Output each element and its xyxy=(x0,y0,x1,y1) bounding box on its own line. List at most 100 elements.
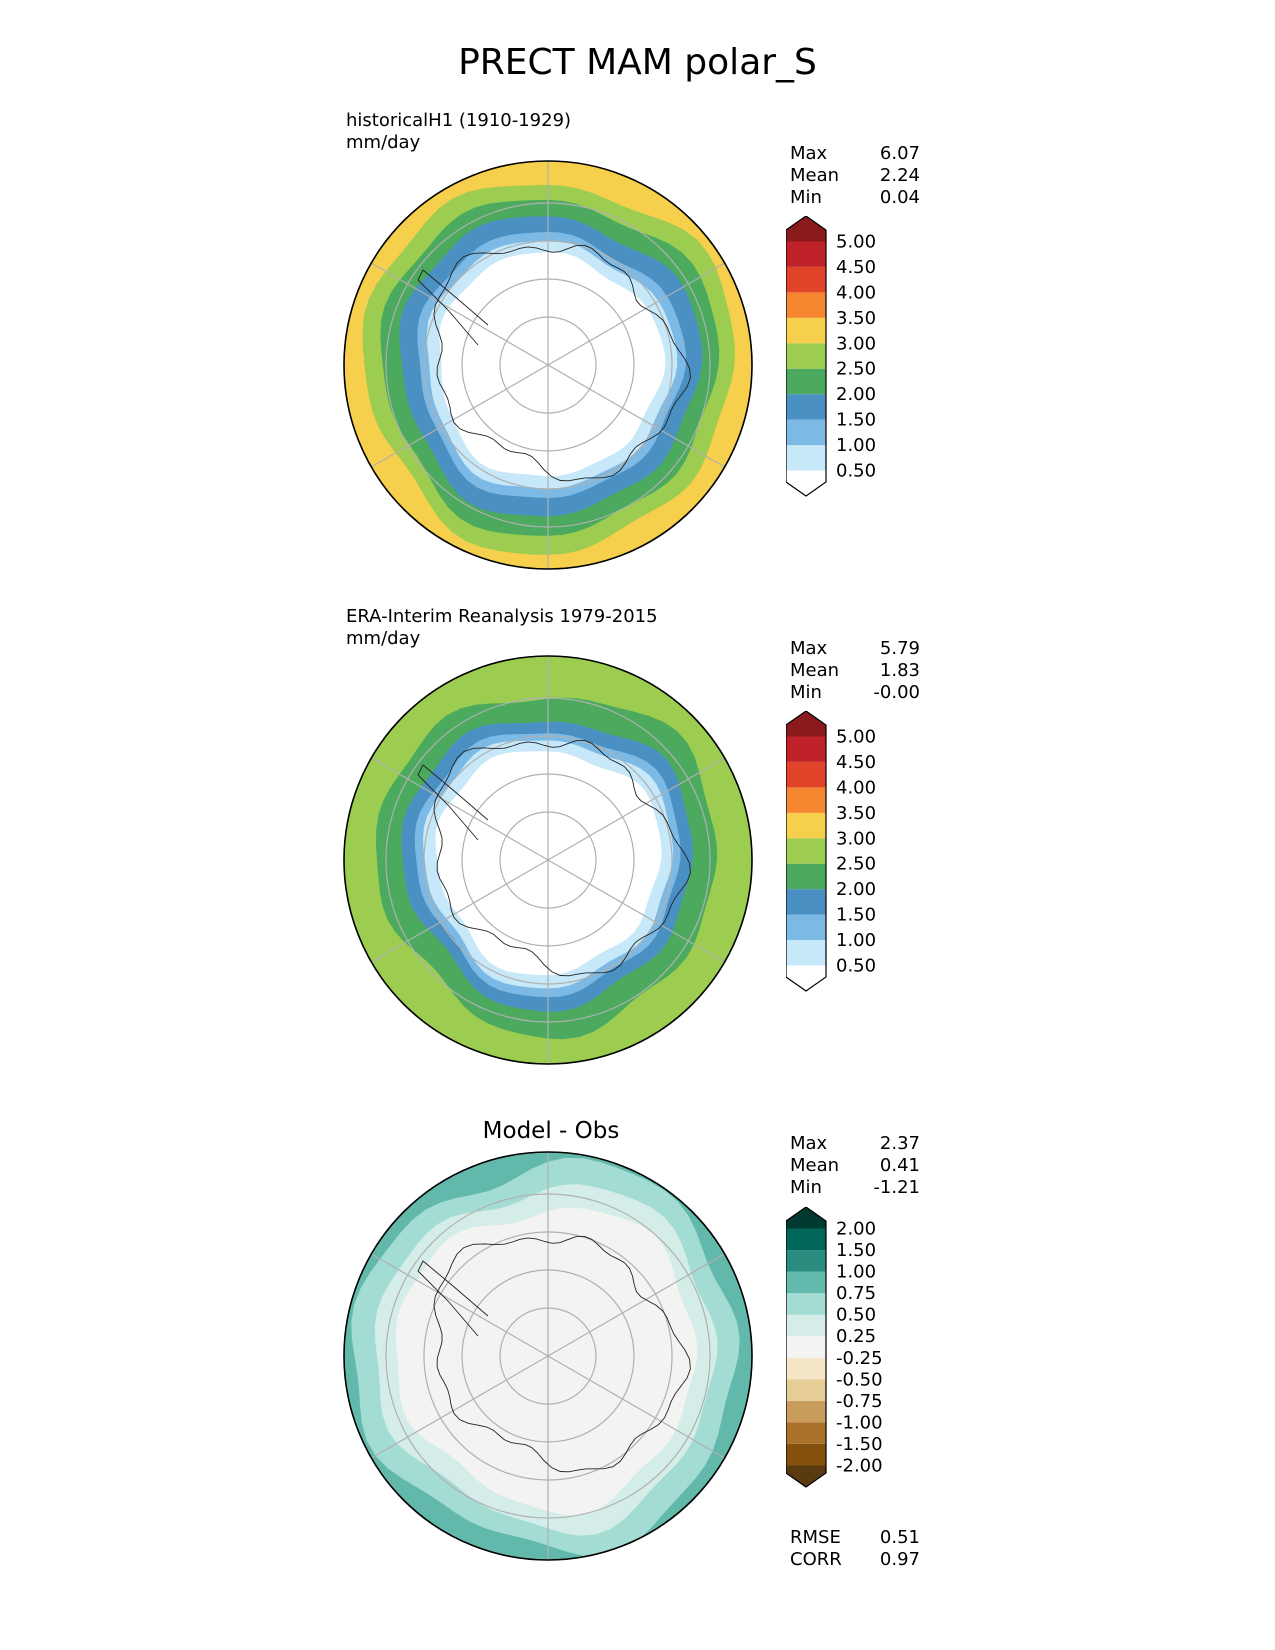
colorbar3-outline xyxy=(786,1207,827,1488)
colorbar3-segment xyxy=(786,1465,826,1487)
colorbar3-segment xyxy=(786,1314,826,1337)
colorbar1-tick-label: 4.00 xyxy=(836,282,876,303)
colorbar1-tick-label: 0.50 xyxy=(836,461,876,482)
panel1-title-line1: historicalH1 (1910-1929) xyxy=(346,110,572,131)
panel3-title: Model - Obs xyxy=(482,1118,620,1144)
colorbar1-tick-label: 1.00 xyxy=(836,435,876,456)
panel3-mean-label: Mean xyxy=(790,1155,840,1176)
colorbar3-segment xyxy=(786,1228,826,1251)
panel1-mean-label: Mean xyxy=(790,165,840,186)
panel3-min-label: Min xyxy=(790,1177,822,1198)
corr-label: CORR xyxy=(790,1549,842,1570)
map2-coastline xyxy=(433,739,691,977)
colorbar2-segment xyxy=(786,838,826,864)
map3-coastline xyxy=(433,1235,691,1473)
colorbar1-tick-label: 4.50 xyxy=(836,257,876,278)
map1-peninsula-coastline xyxy=(417,269,489,346)
map1-meridian xyxy=(547,262,725,366)
panel2-stats: Max 5.79 Mean 1.83 Min -0.00 xyxy=(790,638,920,704)
colorbar1-segment xyxy=(786,419,826,446)
rmse-label: RMSE xyxy=(790,1527,841,1548)
colorbar2-tick-label: 1.00 xyxy=(836,930,876,951)
colorbar1-segment xyxy=(786,317,826,344)
map3-meridian xyxy=(371,1355,549,1459)
colorbar1-segment xyxy=(786,266,826,293)
colorbar2-tick-label: 3.00 xyxy=(836,828,876,849)
panel3-stats: Max 2.37 Mean 0.41 Min -1.21 xyxy=(790,1133,920,1199)
colorbar2-segment xyxy=(786,863,826,890)
map3-meridian xyxy=(547,1355,725,1459)
colorbar3-segment xyxy=(786,1271,826,1294)
colorbar3-tick-label: 0.50 xyxy=(836,1305,876,1326)
colorbar1-tick-label: 1.50 xyxy=(836,410,876,431)
map3-precip-band xyxy=(395,1207,698,1516)
colorbar1-segment xyxy=(786,292,826,318)
colorbar3-tick-label: -1.50 xyxy=(836,1434,883,1455)
colorbar3-segment xyxy=(786,1207,826,1229)
colorbar3-tick-label: -0.50 xyxy=(836,1369,883,1390)
colorbar1-tick-label: 3.50 xyxy=(836,308,876,329)
panel2-polar-map xyxy=(343,655,753,1065)
colorbar2-tick-label: 3.50 xyxy=(836,803,876,824)
colorbar1-segment xyxy=(786,470,826,496)
panel2-units: mm/day xyxy=(346,628,421,649)
map1-border xyxy=(343,160,753,570)
colorbar1-tick-label: 2.50 xyxy=(836,359,876,380)
colorbar3-segment xyxy=(786,1443,826,1466)
colorbar2-tick-label: 1.50 xyxy=(836,905,876,926)
map3-meridian xyxy=(371,1253,549,1357)
colorbar2-segment xyxy=(786,965,826,991)
panel3-metrics: RMSE 0.51 CORR 0.97 xyxy=(790,1527,920,1571)
colorbar3-tick-label: -0.25 xyxy=(836,1348,883,1369)
colorbar2-segment xyxy=(786,812,826,839)
colorbar2-tick-label: 5.00 xyxy=(836,726,876,747)
map3-meridian xyxy=(547,1253,725,1357)
map3-peninsula-coastline xyxy=(417,1260,489,1337)
panel2-mean-label: Mean xyxy=(790,660,840,681)
panel3-max-value: 2.37 xyxy=(879,1133,920,1154)
panel2-max-label: Max xyxy=(790,638,828,659)
panel1-max-label: Max xyxy=(790,143,828,164)
colorbar2-tick-label: 4.50 xyxy=(836,752,876,773)
panel1-max-value: 6.07 xyxy=(879,143,920,164)
map2-border xyxy=(343,655,753,1065)
map2-meridian xyxy=(371,859,549,963)
corr-value: 0.97 xyxy=(879,1549,920,1570)
colorbar3-segment xyxy=(786,1379,826,1401)
map1-meridian xyxy=(547,364,725,468)
colorbar3-segment xyxy=(786,1357,826,1380)
colorbar3-segment xyxy=(786,1250,826,1272)
colorbar3-segment xyxy=(786,1336,826,1358)
panel2-title-line1: ERA-Interim Reanalysis 1979-2015 xyxy=(346,606,658,627)
colorbar1-tick-label: 3.00 xyxy=(836,333,876,354)
map1-meridian xyxy=(371,364,549,468)
colorbar3-tick-label: -2.00 xyxy=(836,1455,883,1476)
map2-meridian xyxy=(371,757,549,861)
figure-title: PRECT MAM polar_S xyxy=(458,42,817,83)
colorbar1-segment xyxy=(786,445,826,471)
map3-field xyxy=(344,1152,752,1560)
map3-border xyxy=(343,1151,753,1561)
panel2-min-value: -0.00 xyxy=(873,682,920,703)
colorbar2-tick-label: 0.50 xyxy=(836,956,876,977)
colorbar3-segment xyxy=(786,1293,826,1315)
colorbar3-tick-label: -0.75 xyxy=(836,1391,883,1412)
colorbar2-segment xyxy=(786,889,826,915)
map2-meridian xyxy=(547,859,725,963)
colorbar1-segment xyxy=(786,343,826,369)
colorbar2-tick-label: 4.00 xyxy=(836,777,876,798)
panel1-polar-map xyxy=(343,160,753,570)
panel3-colorbar: -2.00-1.50-1.00-0.75-0.50-0.250.250.500.… xyxy=(786,1207,883,1488)
map1-field xyxy=(344,161,752,569)
colorbar3-tick-label: 0.25 xyxy=(836,1326,876,1347)
panel3-max-label: Max xyxy=(790,1133,828,1154)
colorbar1-segment xyxy=(786,368,826,395)
colorbar1-segment xyxy=(786,216,826,242)
map2-peninsula-coastline xyxy=(417,764,489,841)
colorbar2-segment xyxy=(786,761,826,788)
colorbar3-tick-label: 0.75 xyxy=(836,1283,876,1304)
map1-meridian xyxy=(371,262,549,366)
panel1-mean-value: 2.24 xyxy=(879,165,920,186)
panel2-min-label: Min xyxy=(790,682,822,703)
colorbar2-tick-label: 2.50 xyxy=(836,854,876,875)
